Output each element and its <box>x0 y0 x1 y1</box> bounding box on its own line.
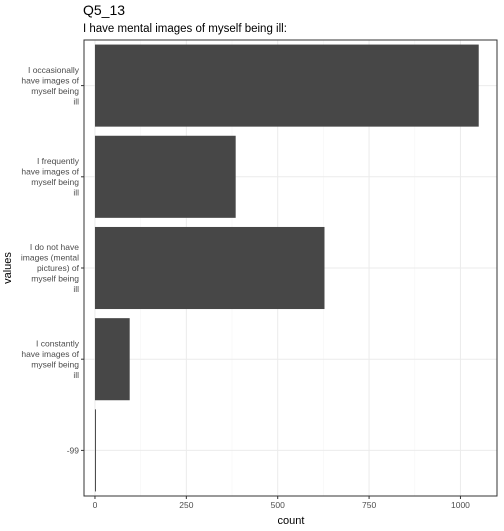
y-tick-label: I occasionally have images of myself being… <box>21 65 79 107</box>
x-tick-label: 500 <box>271 500 285 510</box>
y-tick-label: -99 <box>67 445 80 455</box>
x-tick-label: 750 <box>362 500 376 510</box>
chart-subtitle: I have mental images of myself being ill… <box>83 23 287 35</box>
y-axis-ticks: I occasionally have images of myself being… <box>21 65 84 455</box>
x-tick-label: 0 <box>93 500 98 510</box>
y-tick-label: I constantly have images of myself being il… <box>21 338 79 380</box>
chart-title: Q5_13 <box>83 2 125 18</box>
x-axis-ticks: 0 250 500 750 1000 <box>93 496 470 510</box>
bar-1 <box>94 44 479 127</box>
y-tick-label: I frequently have images of myself being il… <box>21 156 79 198</box>
x-axis-title: count <box>278 515 305 527</box>
bar-3 <box>94 226 325 310</box>
bars <box>94 44 479 492</box>
y-tick-label: I do not have images (mental pictures) of m… <box>21 242 80 294</box>
x-tick-label: 1000 <box>451 500 470 510</box>
bar-2 <box>94 135 236 218</box>
y-axis-title: values <box>2 252 14 284</box>
bar-5 <box>94 409 96 492</box>
bar-4 <box>94 318 130 401</box>
x-tick-label: 250 <box>179 500 193 510</box>
